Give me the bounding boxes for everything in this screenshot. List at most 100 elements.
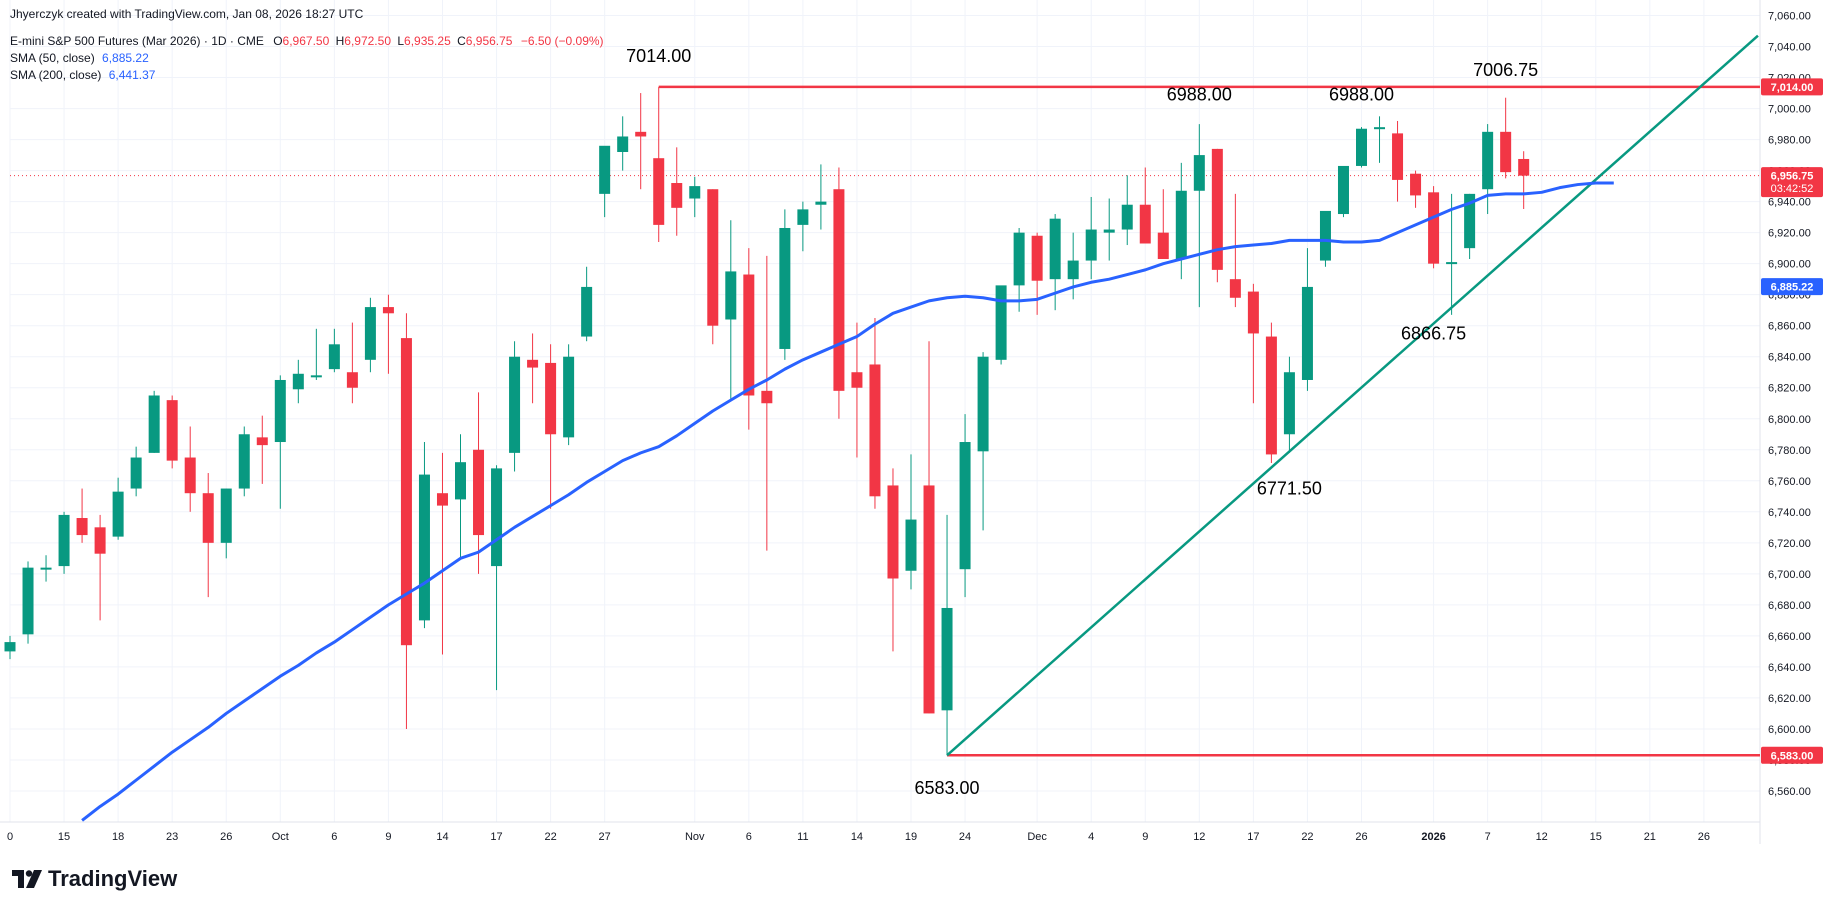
candle-body[interactable] bbox=[1157, 232, 1169, 260]
trend-line[interactable] bbox=[946, 34, 1759, 757]
candle-body[interactable] bbox=[869, 364, 881, 497]
candle-body[interactable] bbox=[1410, 173, 1422, 196]
candle-body[interactable] bbox=[256, 437, 268, 446]
candle-body[interactable] bbox=[617, 136, 629, 152]
symbol-legend[interactable]: E-mini S&P 500 Futures (Mar 2026) · 1D ·… bbox=[10, 34, 604, 48]
candle-body[interactable] bbox=[1229, 279, 1241, 298]
candle-body[interactable] bbox=[527, 359, 539, 368]
candle-body[interactable] bbox=[635, 131, 647, 137]
candle-body[interactable] bbox=[1374, 127, 1386, 130]
candle-body[interactable] bbox=[1319, 210, 1331, 261]
price-axis-tag bbox=[1761, 78, 1823, 96]
candle-body[interactable] bbox=[1193, 155, 1205, 191]
candle-body[interactable] bbox=[1121, 204, 1133, 230]
x-tick-label: 4 bbox=[1088, 831, 1094, 843]
candle-body[interactable] bbox=[4, 642, 16, 652]
x-tick-label: Oct bbox=[272, 831, 289, 843]
candle-body[interactable] bbox=[941, 607, 953, 711]
x-tick-label: 26 bbox=[1355, 831, 1367, 843]
candle-body[interactable] bbox=[491, 468, 503, 567]
candle-body[interactable] bbox=[1067, 260, 1079, 280]
candle-body[interactable] bbox=[58, 514, 70, 567]
candle-body[interactable] bbox=[40, 567, 52, 570]
candle-body[interactable] bbox=[1175, 190, 1187, 260]
sma200-legend[interactable]: SMA (200, close) 6,441.37 bbox=[10, 68, 155, 82]
candle-body[interactable] bbox=[977, 356, 989, 452]
candle-body[interactable] bbox=[346, 372, 358, 388]
candle-body[interactable] bbox=[1031, 235, 1043, 281]
candle-body[interactable] bbox=[833, 189, 845, 391]
candle-body[interactable] bbox=[959, 442, 971, 570]
candle-body[interactable] bbox=[1356, 128, 1367, 166]
candle-body[interactable] bbox=[815, 201, 827, 205]
x-tick-label: 22 bbox=[544, 831, 556, 843]
tradingview-brand[interactable]: TradingView bbox=[12, 866, 177, 892]
candle-body[interactable] bbox=[1518, 158, 1530, 176]
candle-body[interactable] bbox=[202, 493, 214, 543]
candle-body[interactable] bbox=[545, 362, 557, 435]
candle-body[interactable] bbox=[1283, 372, 1295, 435]
candle-body[interactable] bbox=[455, 462, 466, 500]
candle-body[interactable] bbox=[148, 395, 160, 453]
candle-body[interactable] bbox=[184, 457, 196, 494]
candle-body[interactable] bbox=[923, 485, 935, 714]
candle-body[interactable] bbox=[400, 338, 412, 646]
candle-body[interactable] bbox=[725, 271, 737, 320]
candle-body[interactable] bbox=[1446, 262, 1458, 265]
candle-body[interactable] bbox=[599, 145, 611, 194]
candle-body[interactable] bbox=[1482, 131, 1494, 190]
sma50-line[interactable] bbox=[81, 181, 1614, 822]
candle-body[interactable] bbox=[1428, 192, 1440, 264]
candle-body[interactable] bbox=[1013, 232, 1025, 286]
candle-body[interactable] bbox=[1265, 336, 1277, 455]
candle-body[interactable] bbox=[382, 307, 394, 314]
x-tick-label: 2026 bbox=[1421, 831, 1445, 843]
candle-body[interactable] bbox=[581, 286, 593, 337]
candle-body[interactable] bbox=[1049, 218, 1061, 280]
candle-body[interactable] bbox=[1301, 286, 1313, 380]
candle-body[interactable] bbox=[274, 379, 286, 443]
candle-body[interactable] bbox=[364, 307, 376, 360]
candle-body[interactable] bbox=[418, 474, 430, 621]
candle-body[interactable] bbox=[851, 372, 863, 388]
candle-body[interactable] bbox=[905, 519, 917, 571]
candle-body[interactable] bbox=[112, 491, 124, 537]
candle-body[interactable] bbox=[707, 189, 719, 326]
candle-body[interactable] bbox=[76, 518, 88, 536]
candle-body[interactable] bbox=[220, 488, 232, 543]
candle-body[interactable] bbox=[779, 227, 791, 349]
price-axis-tag bbox=[1761, 746, 1823, 764]
candle-body[interactable] bbox=[166, 400, 178, 461]
candle-body[interactable] bbox=[761, 390, 773, 404]
candle-body[interactable] bbox=[1392, 133, 1404, 180]
candle-body[interactable] bbox=[94, 527, 106, 554]
candle-body[interactable] bbox=[1085, 229, 1097, 261]
candle-body[interactable] bbox=[22, 567, 34, 635]
candle-body[interactable] bbox=[328, 344, 340, 370]
candle-body[interactable] bbox=[1211, 148, 1223, 270]
candle-body[interactable] bbox=[292, 373, 304, 390]
candle-body[interactable] bbox=[130, 457, 142, 489]
candle-body[interactable] bbox=[436, 493, 448, 506]
candle-body[interactable] bbox=[743, 274, 755, 396]
candle-body[interactable] bbox=[653, 158, 665, 225]
candle-body[interactable] bbox=[1247, 291, 1259, 334]
candle-body[interactable] bbox=[887, 485, 899, 579]
candle-body[interactable] bbox=[1103, 229, 1115, 233]
candle-body[interactable] bbox=[238, 434, 250, 489]
candle-body[interactable] bbox=[797, 209, 809, 225]
candle-body[interactable] bbox=[689, 186, 701, 199]
sma50-legend[interactable]: SMA (50, close) 6,885.22 bbox=[10, 51, 149, 65]
candle-body[interactable] bbox=[563, 356, 575, 438]
candle-body[interactable] bbox=[473, 449, 485, 536]
candle-body[interactable] bbox=[310, 375, 322, 378]
candle-body[interactable] bbox=[1139, 204, 1151, 244]
candle-body[interactable] bbox=[995, 285, 1007, 360]
price-annotation: 6583.00 bbox=[915, 778, 980, 798]
candle-body[interactable] bbox=[1337, 165, 1349, 215]
candle-body[interactable] bbox=[671, 183, 683, 208]
candle-body[interactable] bbox=[1464, 193, 1476, 249]
candle-body[interactable] bbox=[509, 356, 521, 453]
candle-body[interactable] bbox=[1500, 131, 1512, 173]
